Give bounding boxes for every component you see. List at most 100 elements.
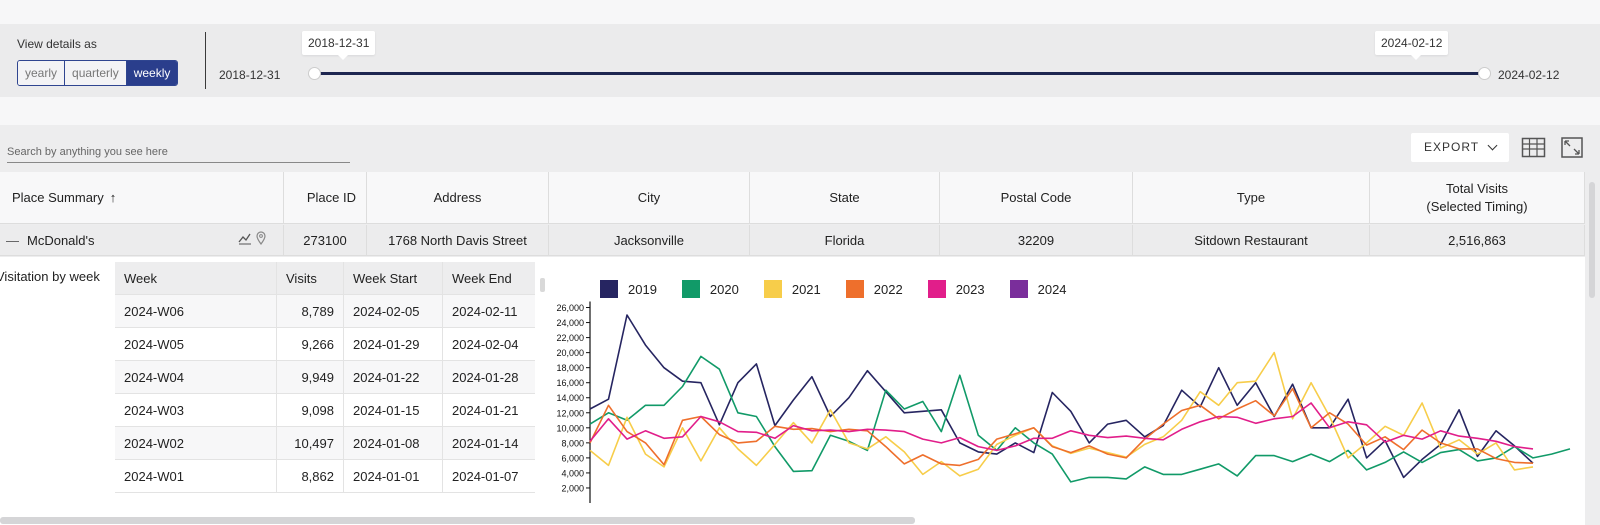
visitation-row[interactable]: 2024-W06 8,789 2024-02-05 2024-02-11 [115, 295, 535, 328]
cell-week-start: 2024-02-05 [344, 295, 443, 328]
col-place-id[interactable]: Place ID [284, 172, 367, 224]
map-pin-icon[interactable] [255, 231, 267, 248]
legend-swatch [845, 280, 864, 298]
col-visits[interactable]: Visits [277, 262, 344, 295]
cell-week-end: 2024-02-04 [452, 337, 519, 352]
y-tick-label: 24,000 [556, 318, 584, 328]
visitation-header-row: Week Visits Week Start Week End [115, 262, 535, 295]
cell-week: 2024-W04 [115, 361, 277, 394]
granularity-toggle: yearly quarterly weekly [17, 60, 179, 86]
range-end-label: 2024-02-12 [1498, 68, 1560, 82]
cell-state: Florida [750, 225, 940, 256]
col-state[interactable]: State [750, 172, 940, 224]
fullscreen-icon[interactable] [1560, 136, 1585, 159]
col-address[interactable]: Address [367, 172, 549, 224]
search-input[interactable]: Search by anything you see here [7, 146, 350, 163]
y-tick-label: 6,000 [561, 453, 584, 463]
export-button[interactable]: EXPORT [1411, 133, 1509, 162]
view-details-label: View details as [17, 37, 97, 51]
cell-week: 2024-W02 [115, 427, 277, 460]
legend-item-2024[interactable]: 2024 [1009, 280, 1067, 298]
cell-address: 1768 North Davis Street [367, 225, 549, 256]
col-total-visits-line2: (Selected Timing) [1426, 199, 1528, 214]
date-range-track[interactable] [315, 72, 1485, 75]
visitation-row[interactable]: 2024-W01 8,862 2024-01-01 2024-01-07 [115, 460, 535, 493]
weekly-button[interactable]: weekly [126, 61, 178, 85]
legend-item-2022[interactable]: 2022 [845, 280, 903, 298]
legend-item-2019[interactable]: 2019 [600, 280, 657, 298]
cell-week-end: 2024-01-21 [452, 403, 519, 418]
range-start-label: 2018-12-31 [219, 68, 281, 82]
cell-city: Jacksonville [549, 225, 750, 256]
cell-week-end: 2024-01-28 [452, 370, 519, 385]
col-week[interactable]: Week [115, 262, 277, 295]
col-place-summary[interactable]: Place Summary ↑ [0, 172, 284, 224]
range-start-handle[interactable] [308, 67, 321, 80]
y-tick-label: 2,000 [561, 483, 584, 493]
cell-visits: 9,266 [277, 328, 344, 361]
cell-week: 2024-W05 [115, 328, 277, 361]
col-type[interactable]: Type [1133, 172, 1370, 224]
legend-item-2020[interactable]: 2020 [681, 280, 739, 298]
quarterly-button[interactable]: quarterly [65, 61, 127, 85]
col-city[interactable]: City [549, 172, 750, 224]
visitation-row[interactable]: 2024-W04 9,949 2024-01-22 2024-01-28 [115, 361, 535, 394]
top-strip [0, 0, 1600, 24]
trend-icon[interactable] [238, 231, 252, 248]
collapse-icon[interactable]: — [6, 233, 19, 248]
cell-week: 2024-W06 [115, 295, 277, 328]
legend-swatch [927, 280, 946, 298]
cell-week: 2024-W03 [115, 394, 277, 427]
visitation-row[interactable]: 2024-W02 10,497 2024-01-08 2024-01-14 [115, 427, 535, 460]
y-tick-label: 12,000 [556, 408, 584, 418]
series-line-2020[interactable] [589, 355, 1571, 483]
col-total-visits-line1: Total Visits [1446, 181, 1508, 196]
cell-type: Sitdown Restaurant [1133, 225, 1370, 256]
cell-week-start: 2024-01-22 [344, 361, 443, 394]
vertical-scrollbar[interactable] [1589, 182, 1595, 298]
cell-postal-code: 32209 [940, 225, 1133, 256]
cell-week-end: 2024-02-11 [452, 304, 518, 319]
legend-label: 2022 [873, 281, 903, 297]
cell-visits: 9,949 [277, 361, 344, 394]
cell-place-id: 273100 [284, 225, 367, 256]
col-week-start[interactable]: Week Start [344, 262, 443, 295]
col-total-visits[interactable]: Total Visits (Selected Timing) [1370, 172, 1585, 224]
arrow-up-icon: ↑ [109, 190, 117, 205]
legend-swatch [681, 280, 700, 298]
visitation-row[interactable]: 2024-W05 9,266 2024-01-29 2024-02-04 [115, 328, 535, 361]
visitation-panel: Visitation by week Week Visits Week Star… [0, 257, 1585, 525]
yearly-button[interactable]: yearly [18, 61, 66, 85]
horizontal-scrollbar[interactable] [0, 517, 915, 524]
table-row[interactable]: — McDonald's 273100 1768 North Davis Str… [0, 225, 1585, 256]
cell-week-start: 2024-01-08 [344, 427, 443, 460]
cell-week-end: 2024-01-07 [452, 469, 519, 484]
series-line-2022[interactable] [589, 387, 1534, 467]
visitation-row[interactable]: 2024-W03 9,098 2024-01-15 2024-01-21 [115, 394, 535, 427]
col-postal-code[interactable]: Postal Code [940, 172, 1133, 224]
subtable-scrollbar[interactable] [540, 278, 545, 292]
cell-visits: 8,862 [277, 460, 344, 493]
legend-item-2021[interactable]: 2021 [763, 280, 821, 298]
range-start-bubble: 2018-12-31 [302, 31, 376, 60]
legend-label: 2023 [955, 281, 985, 297]
y-tick-label: 16,000 [556, 378, 584, 388]
legend-swatch [1009, 280, 1028, 298]
y-tick-label: 20,000 [556, 348, 584, 358]
legend-item-2023[interactable]: 2023 [927, 280, 985, 298]
range-end-handle[interactable] [1478, 67, 1491, 80]
cell-visits: 8,789 [277, 295, 344, 328]
legend-label: 2019 [628, 281, 657, 297]
cell-week-end: 2024-01-14 [452, 436, 519, 451]
series-line-2021[interactable] [589, 351, 1534, 477]
series-line-2019[interactable] [589, 314, 1534, 479]
col-week-end[interactable]: Week End [452, 271, 512, 286]
series-line-2023[interactable] [589, 402, 1534, 452]
chart-legend: 2019 2020 2021 2022 2023 2024 [600, 280, 1092, 298]
y-tick-label: 18,000 [556, 363, 584, 373]
cell-place-summary: — McDonald's [0, 225, 284, 256]
range-end-bubble: 2024-02-12 [1375, 31, 1449, 60]
visitation-label: Visitation by week [0, 269, 100, 284]
cell-week-start: 2024-01-15 [344, 394, 443, 427]
table-columns-icon[interactable] [1521, 136, 1546, 159]
